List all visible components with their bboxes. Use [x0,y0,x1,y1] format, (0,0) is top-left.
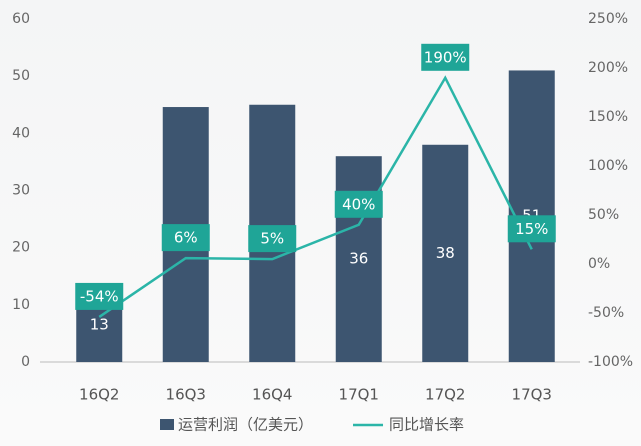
line-value-label: 6% [174,229,198,247]
bar [422,144,469,362]
line-label-box [421,43,470,71]
line-value-label: 190% [424,48,467,66]
x-tick-label: 16Q4 [252,386,292,404]
line-label-box [507,215,556,243]
x-tick-label: 17Q3 [512,386,552,404]
line-label-box [334,190,383,218]
bar-value-label: 13 [90,315,109,333]
bar [335,156,382,362]
line-value-label: 5% [260,230,284,248]
line-value-label: 15% [515,220,548,238]
y2-tick-label: 0% [588,256,610,272]
y-tick-label: 50 [12,68,30,84]
y-tick-label: 40 [12,125,30,141]
line [98,75,533,318]
x-tick-label: 16Q3 [166,386,206,404]
line-label-box [75,282,124,310]
x-tick-label: 16Q2 [79,386,119,404]
y-tick-label: 0 [21,354,30,370]
line-value-label: 40% [342,195,375,213]
y2-tick-label: 50% [588,207,619,223]
y2-tick-label: 250% [588,11,628,27]
line-value-label: -54% [80,287,119,305]
y2-tick-label: 100% [588,158,628,174]
y2-tick-label: -50% [588,305,624,321]
legend-label: 同比增长率 [389,416,464,434]
line-label-box [248,225,297,253]
y-tick-label: 20 [12,240,30,256]
bar-value-label: 36 [349,250,368,268]
y-tick-label: 30 [12,183,30,199]
line-label-box [161,224,210,252]
legend-swatch [160,419,174,430]
y2-tick-label: 200% [588,60,628,76]
y2-tick-label: 150% [588,109,628,125]
bar-value-label: 38 [436,244,455,262]
y2-tick-label: -100% [588,354,633,370]
x-tick-label: 17Q1 [339,386,379,404]
legend-label: 运营利润（亿美元） [178,416,313,434]
x-tick-label: 17Q2 [425,386,465,404]
y-tick-label: 60 [12,11,30,27]
y-tick-label: 10 [12,297,30,313]
